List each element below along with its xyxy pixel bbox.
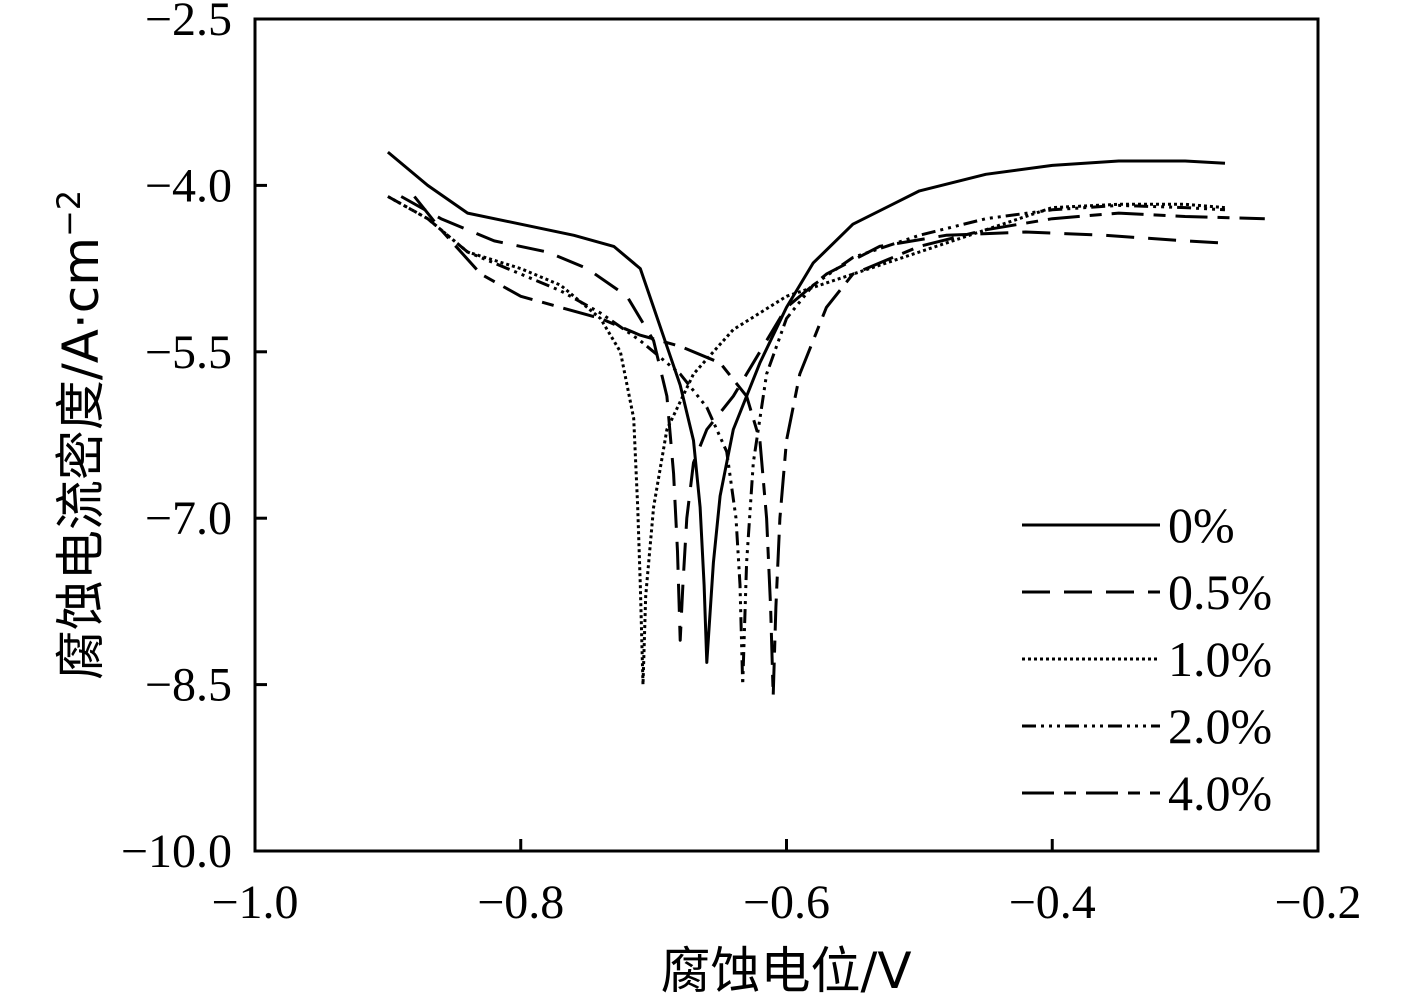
x-tick-label: −0.8 [477, 876, 564, 929]
series-line-2 [387, 195, 1226, 687]
x-axis-ticks: −1.0 −0.8 −0.6 −0.4 −0.2 [211, 839, 1362, 929]
legend: 0% 0.5% 1.0% 2.0% 4.0% [1022, 497, 1272, 821]
series-layer [386, 150, 1265, 698]
legend-label-3: 2.0% [1168, 698, 1272, 754]
legend-label-4: 4.0% [1168, 765, 1272, 821]
series-line-1 [400, 195, 1226, 642]
y-axis-ticks: −2.5 −4.0 −5.5 −7.0 −8.5 −10.0 [121, 0, 267, 878]
y-tick-label: −2.5 [145, 0, 232, 46]
x-tick-label: −0.4 [1009, 876, 1096, 929]
x-tick-label: −1.0 [211, 876, 298, 929]
y-axis-label-main: 腐蚀电流密度/A·cm [52, 237, 110, 680]
y-tick-label: −10.0 [121, 825, 232, 878]
y-tick-label: −4.0 [145, 159, 232, 212]
legend-label-0: 0% [1168, 497, 1235, 553]
legend-label-2: 1.0% [1168, 631, 1272, 687]
series-line-3 [387, 195, 1226, 687]
x-axis-label: 腐蚀电位/V [660, 942, 911, 996]
y-axis-label-superscript: −2 [50, 190, 88, 237]
y-tick-label: −8.5 [145, 659, 232, 712]
y-tick-label: −5.5 [145, 326, 232, 379]
y-tick-label: −7.0 [145, 492, 232, 545]
series-line-0 [386, 150, 1226, 664]
x-tick-label: −0.6 [743, 876, 830, 929]
legend-label-1: 0.5% [1168, 564, 1272, 620]
x-tick-label: −0.2 [1274, 876, 1361, 929]
series-line-4 [413, 195, 1265, 698]
y-axis-label: 腐蚀电流密度/A·cm−2 [50, 190, 110, 680]
